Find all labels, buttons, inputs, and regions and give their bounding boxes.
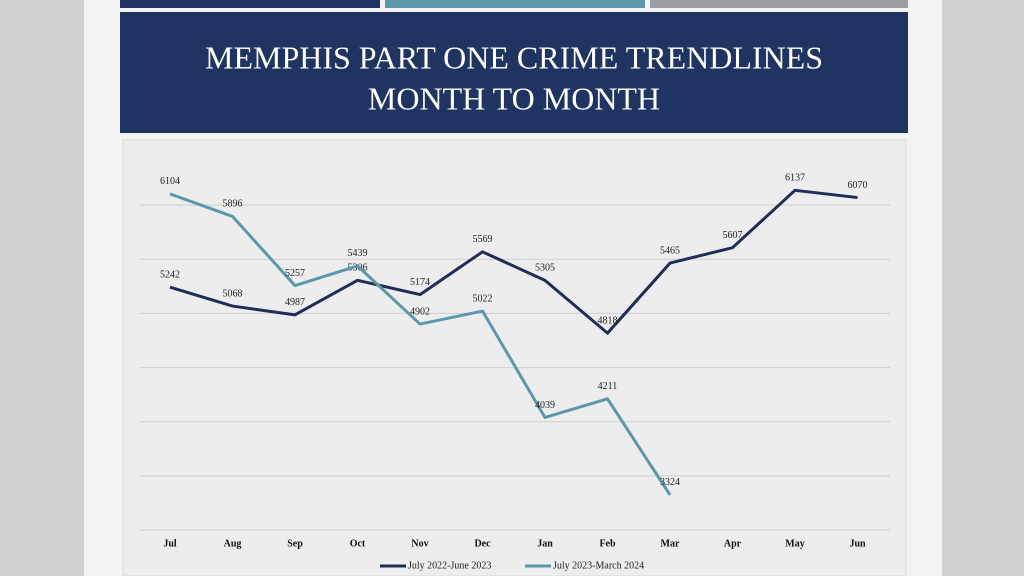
chart-title: MEMPHIS PART ONE CRIME TRENDLINES	[205, 39, 823, 75]
x-tick-label: May	[785, 538, 804, 549]
data-label: 5896	[223, 199, 243, 210]
x-tick-label: Jul	[163, 538, 177, 549]
legend-label: July 2023-March 2024	[553, 560, 644, 571]
data-label: 4902	[410, 306, 430, 317]
data-label: 5305	[535, 263, 555, 274]
series-line	[169, 192, 672, 496]
x-tick-label: Jan	[537, 538, 553, 549]
chart-area	[122, 139, 907, 576]
x-tick-label: Nov	[411, 538, 428, 549]
data-label: 5569	[473, 234, 493, 245]
data-label: 4039	[535, 400, 555, 411]
title-banner	[120, 12, 908, 133]
data-label: 6070	[848, 180, 868, 191]
data-label: 4818	[598, 315, 618, 326]
data-label: 5306	[348, 263, 368, 274]
data-label: 5174	[410, 277, 430, 288]
data-label: 5439	[348, 248, 368, 259]
legend-label: July 2022-June 2023	[408, 560, 491, 571]
top-bar	[120, 0, 380, 8]
top-bar	[650, 0, 908, 8]
x-tick-label: Sep	[287, 538, 303, 549]
chart-title: MONTH TO MONTH	[368, 80, 660, 116]
data-label: 4211	[598, 381, 618, 392]
data-label: 5465	[660, 245, 680, 256]
x-tick-label: Feb	[599, 538, 616, 549]
data-label: 4987	[285, 297, 305, 308]
data-label: 5607	[723, 230, 743, 241]
data-label: 5022	[473, 293, 493, 304]
x-tick-label: Jun	[849, 538, 866, 549]
top-bar	[385, 0, 645, 8]
x-tick-label: Aug	[224, 538, 242, 549]
data-label: 5257	[285, 268, 305, 279]
data-label: 5068	[223, 288, 243, 299]
series-line	[169, 188, 858, 335]
data-label: 5242	[160, 270, 180, 281]
data-label: 6137	[785, 173, 805, 184]
x-tick-label: Apr	[724, 538, 742, 549]
x-tick-label: Dec	[474, 538, 491, 549]
data-label: 6104	[160, 176, 180, 187]
data-label: 3324	[660, 477, 680, 488]
x-tick-label: Oct	[350, 538, 366, 549]
x-tick-label: Mar	[661, 538, 680, 549]
